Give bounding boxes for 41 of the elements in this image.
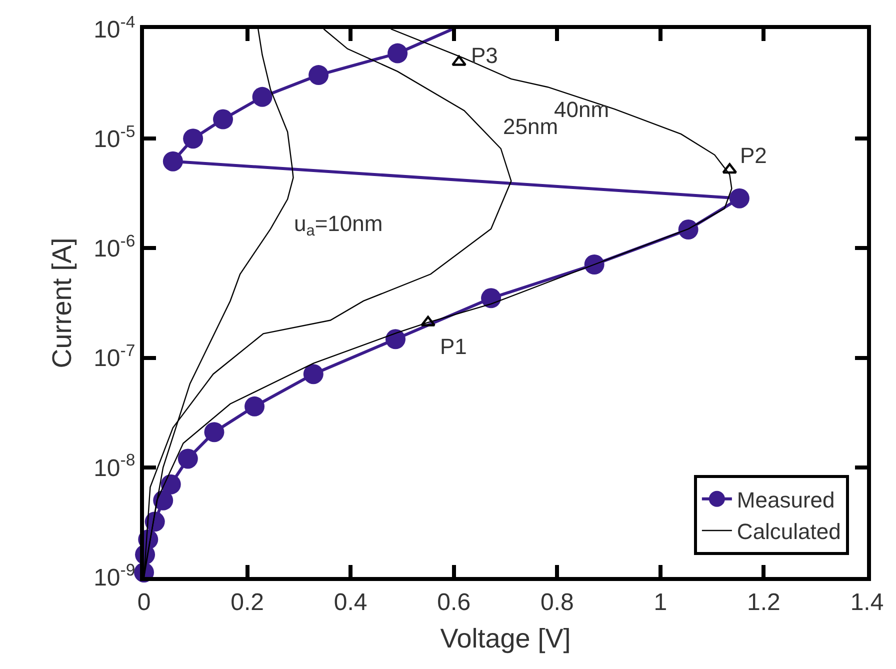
point <box>678 220 698 240</box>
point <box>481 288 502 308</box>
point <box>160 474 181 494</box>
annotation: P2 <box>740 143 767 168</box>
point <box>729 188 750 208</box>
x-axis-title: Voltage [V] <box>440 624 571 654</box>
point <box>213 109 234 130</box>
x-tick-label: 0 <box>137 588 151 616</box>
point <box>308 65 329 86</box>
x-tick-label: 1.4 <box>850 588 884 616</box>
y-tick-label: 10$^{-8}$ <box>94 450 136 482</box>
point <box>584 254 604 274</box>
point <box>386 329 406 350</box>
point <box>178 448 198 469</box>
point <box>162 151 183 172</box>
x-tick-label: 0.8 <box>540 588 574 616</box>
y-tick-label: 10$^{-7}$ <box>94 341 136 372</box>
annotation: P1 <box>440 334 467 359</box>
point <box>252 86 272 107</box>
point <box>244 396 265 416</box>
point <box>452 55 466 66</box>
annotation: P3 <box>471 43 498 68</box>
x-tick-label: 0.6 <box>437 588 471 616</box>
x-tick-label: 0.2 <box>230 588 264 616</box>
y-tick-label: 10$^{-4}$ <box>94 12 136 44</box>
point <box>388 43 408 64</box>
point <box>420 316 436 326</box>
point <box>183 128 204 149</box>
y-tick-label: 10$^{-5}$ <box>94 122 136 153</box>
annotation: u$_{a}$=10nm <box>294 211 383 240</box>
x-tick-label: 0.4 <box>334 588 368 616</box>
y-axis-title: Current [A] <box>47 238 78 368</box>
point <box>722 163 738 174</box>
legend-label: Calculated <box>736 519 841 544</box>
point <box>204 422 224 442</box>
y-tick-label: 10$^{-6}$ <box>94 232 136 263</box>
point <box>303 364 324 384</box>
legend-label: Measured <box>736 487 835 512</box>
x-tick-label: 1 <box>654 588 668 616</box>
x-tick-label: 1.2 <box>747 588 780 616</box>
y-tick-label: 10$^{-9}$ <box>94 560 136 592</box>
